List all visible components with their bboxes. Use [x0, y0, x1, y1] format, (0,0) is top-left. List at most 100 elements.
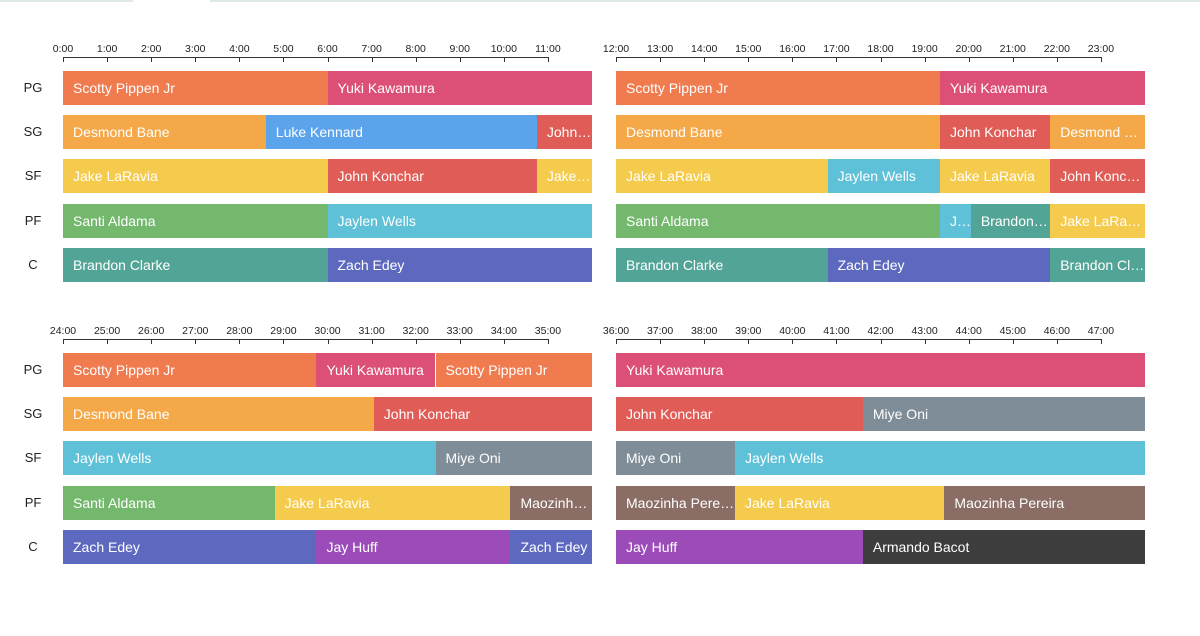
- player-segment[interactable]: Desmond Bane: [1050, 115, 1145, 150]
- tick-label: 36:00: [602, 325, 630, 337]
- tick-mark: [836, 57, 838, 62]
- player-segment[interactable]: Yuki Kawamura: [616, 353, 1145, 387]
- tick-mark: [616, 339, 617, 344]
- tick-label: 18:00: [867, 43, 894, 55]
- player-segment[interactable]: Miye Oni: [435, 441, 592, 476]
- player-segment[interactable]: Desmond Bane: [616, 115, 940, 150]
- player-segment[interactable]: Maozinha Pereira: [616, 485, 736, 520]
- player-segment[interactable]: Yuki Kawamura: [940, 71, 1145, 105]
- player-segment[interactable]: Miye Oni: [862, 397, 1145, 432]
- player-segment[interactable]: Scotty Pippen Jr: [435, 353, 592, 387]
- player-segment[interactable]: Yuki Kawamura: [316, 353, 436, 387]
- player-segment[interactable]: Jake LaRavia: [63, 159, 328, 194]
- player-segment[interactable]: Jaylen Wells: [940, 203, 971, 238]
- tick-label: 44:00: [955, 325, 982, 337]
- tick-label: 34:00: [490, 325, 517, 337]
- player-segment[interactable]: Maozinha Pereira: [944, 485, 1145, 520]
- tick-mark: [1056, 57, 1058, 62]
- player-segment[interactable]: Jay Huff: [616, 529, 863, 564]
- tick-mark: [660, 57, 662, 62]
- player-segment[interactable]: Yuki Kawamura: [327, 71, 592, 105]
- player-segment[interactable]: John Konchar: [1050, 159, 1145, 194]
- player-segment[interactable]: Jay Huff: [316, 529, 511, 564]
- player-segment[interactable]: Zach Edey: [827, 247, 1051, 282]
- tick-mark: [836, 339, 838, 344]
- player-segment[interactable]: Jaylen Wells: [827, 159, 940, 194]
- player-segment[interactable]: Scotty Pippen Jr: [616, 71, 940, 105]
- tick-label: 31:00: [358, 325, 385, 337]
- tick-label: 35:00: [534, 325, 562, 337]
- player-segment[interactable]: Luke Kennard: [265, 115, 537, 150]
- tick-mark: [968, 339, 970, 344]
- tick-label: 6:00: [317, 43, 338, 55]
- player-segment[interactable]: Santi Aldama: [616, 203, 940, 238]
- player-segment[interactable]: Jake LaRavia: [1050, 203, 1145, 238]
- player-segment[interactable]: Jake LaRavia: [940, 159, 1051, 194]
- player-segment[interactable]: Scotty Pippen Jr: [63, 71, 328, 105]
- player-segment[interactable]: Zach Edey: [327, 247, 592, 282]
- tick-mark: [151, 57, 153, 62]
- player-segment[interactable]: John Konchar: [616, 397, 863, 432]
- player-segment[interactable]: Brandon Clarke: [1050, 247, 1145, 282]
- tick-mark: [1100, 339, 1102, 344]
- player-segment[interactable]: Desmond Bane: [63, 397, 374, 432]
- player-segment[interactable]: Miye Oni: [616, 441, 736, 476]
- player-segment[interactable]: Brandon Clarke: [970, 203, 1051, 238]
- tick-mark: [327, 339, 329, 344]
- tick-mark: [660, 339, 662, 344]
- tick-label: 28:00: [226, 325, 253, 337]
- player-segment[interactable]: Armando Bacot: [862, 529, 1145, 564]
- player-segment[interactable]: Jaylen Wells: [735, 441, 1145, 476]
- player-segment[interactable]: Desmond Bane: [63, 115, 266, 150]
- tick-label: 8:00: [405, 43, 426, 55]
- position-label: PF: [24, 212, 42, 228]
- player-segment[interactable]: Santi Aldama: [63, 485, 275, 520]
- axis-line: [616, 339, 1101, 340]
- tick-mark: [415, 57, 417, 62]
- axis-line: [63, 57, 548, 58]
- tick-mark: [283, 339, 285, 344]
- tick-mark: [748, 57, 750, 62]
- player-segment[interactable]: Zach Edey: [63, 529, 317, 564]
- player-segment[interactable]: Jake LaRavia: [536, 159, 592, 194]
- player-segment[interactable]: Jake LaRavia: [274, 485, 511, 520]
- position-label: PF: [24, 494, 42, 510]
- player-segment[interactable]: Jake LaRavia: [735, 485, 945, 520]
- player-segment[interactable]: Santi Aldama: [63, 203, 328, 238]
- position-label: SF: [24, 450, 42, 466]
- player-segment[interactable]: Jaylen Wells: [63, 441, 436, 476]
- tick-label: 29:00: [270, 325, 297, 337]
- tick-label: 20:00: [955, 43, 982, 55]
- tick-label: 24:00: [49, 325, 77, 337]
- player-segment[interactable]: Brandon Clarke: [63, 247, 328, 282]
- tick-mark: [239, 339, 241, 344]
- tick-label: 11:00: [535, 43, 561, 55]
- tick-label: 37:00: [646, 325, 674, 337]
- player-segment[interactable]: Maozinha Pereira: [510, 485, 592, 520]
- player-segment[interactable]: John Konchar: [536, 115, 592, 150]
- player-segment[interactable]: John Konchar: [327, 159, 537, 194]
- tick-label: 10:00: [490, 43, 517, 55]
- tick-mark: [503, 339, 505, 344]
- tick-mark: [880, 57, 882, 62]
- tick-mark: [880, 339, 882, 344]
- tick-label: 30:00: [314, 325, 341, 337]
- axis-line: [616, 57, 1101, 58]
- player-segment[interactable]: Scotty Pippen Jr: [63, 353, 317, 387]
- tick-mark: [1056, 339, 1058, 344]
- tick-label: 26:00: [138, 325, 165, 337]
- tick-mark: [503, 57, 505, 62]
- player-segment[interactable]: John Konchar: [940, 115, 1051, 150]
- player-segment[interactable]: Jake LaRavia: [616, 159, 828, 194]
- tick-label: 38:00: [691, 325, 718, 337]
- player-segment[interactable]: Zach Edey: [510, 529, 592, 564]
- tick-mark: [748, 339, 750, 344]
- player-segment[interactable]: Jaylen Wells: [327, 203, 592, 238]
- tick-label: 0:00: [52, 43, 74, 55]
- tick-mark: [107, 57, 109, 62]
- player-segment[interactable]: John Konchar: [373, 397, 592, 432]
- position-label: SG: [23, 406, 43, 422]
- player-segment[interactable]: Brandon Clarke: [616, 247, 828, 282]
- tick-label: 27:00: [182, 325, 209, 337]
- tick-mark: [792, 57, 794, 62]
